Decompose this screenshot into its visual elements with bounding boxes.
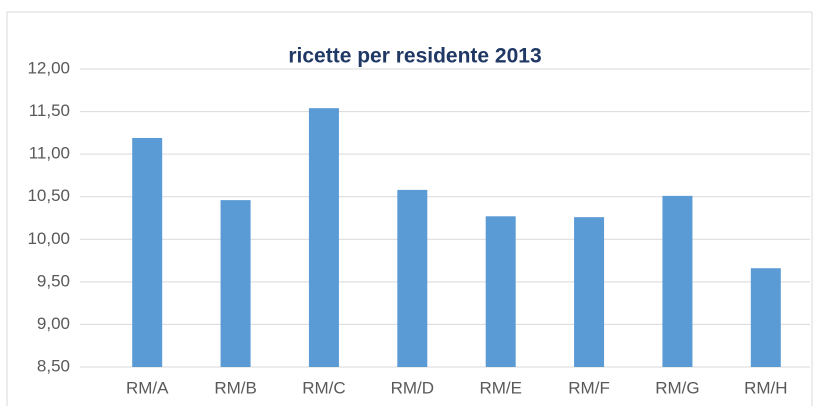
y-tick-label: 11,50	[29, 101, 70, 120]
x-tick-label: RM/H	[744, 378, 787, 397]
y-tick-label: 8,50	[37, 356, 70, 375]
x-tick-label: RM/C	[302, 378, 345, 397]
y-tick-label: 12,00	[27, 58, 70, 77]
bar	[485, 216, 516, 367]
x-tick-label: RM/B	[214, 378, 257, 397]
chart-title: ricette per residente 2013	[288, 45, 541, 68]
bar	[750, 268, 781, 367]
bar	[662, 195, 693, 367]
x-tick-label: RM/F	[568, 378, 610, 397]
x-tick-label: RM/E	[479, 378, 522, 397]
bar	[132, 137, 163, 367]
x-tick-label: RM/D	[391, 378, 434, 397]
x-tick-label: RM/A	[126, 378, 169, 397]
y-tick-label: 9,50	[37, 271, 70, 290]
bar	[574, 217, 605, 367]
y-tick-label: 11,00	[29, 144, 70, 163]
y-tick-label: 9,00	[37, 314, 70, 333]
bar	[220, 200, 251, 367]
bar	[308, 108, 339, 367]
bar	[397, 189, 428, 367]
y-tick-label: 10,50	[27, 186, 70, 205]
x-tick-label: RM/G	[655, 378, 699, 397]
y-tick-label: 10,00	[27, 229, 70, 248]
